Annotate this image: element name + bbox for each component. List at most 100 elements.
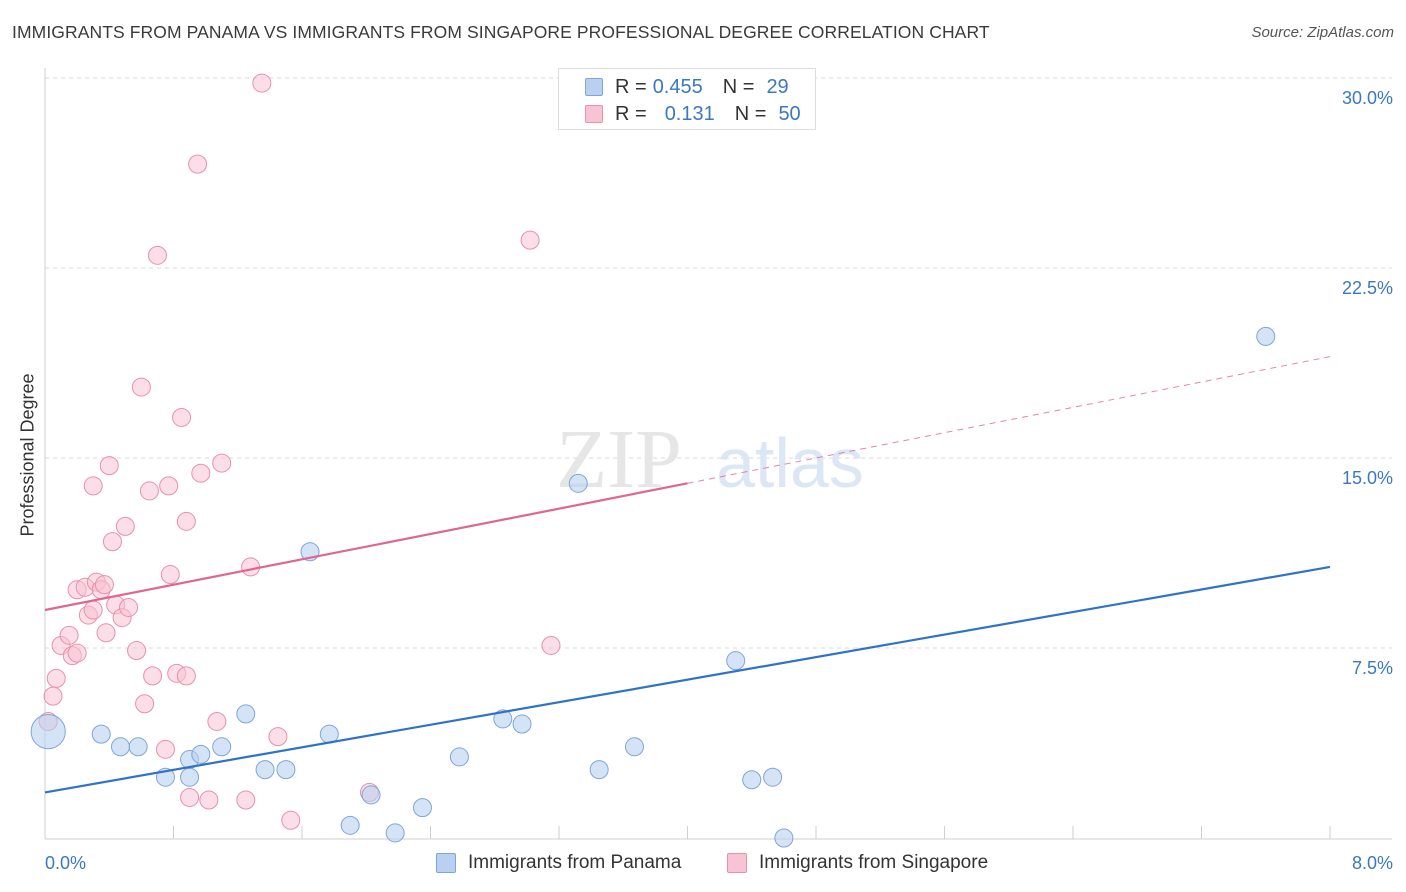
legend-item-singapore[interactable]: Immigrants from Singapore (727, 852, 988, 874)
singapore-swatch (585, 105, 603, 123)
panama-point (449, 747, 469, 767)
singapore-point (139, 481, 159, 501)
singapore-point (520, 230, 540, 250)
singapore-point (43, 686, 63, 706)
singapore-point (176, 511, 196, 531)
singapore-point (252, 73, 272, 93)
legend-label-singapore: Immigrants from Singapore (759, 852, 989, 873)
legend-item-panama[interactable]: Immigrants from Panama (436, 852, 681, 874)
singapore-point (135, 694, 155, 714)
y-tick-label: 7.5% (1352, 658, 1393, 678)
chart-title: IMMIGRANTS FROM PANAMA VS IMMIGRANTS FRO… (12, 22, 990, 42)
trend-lines (44, 356, 1331, 794)
n-label: N = (722, 75, 755, 98)
singapore-point (83, 600, 103, 620)
r-value: 0.131 (664, 102, 715, 125)
panama-point (91, 724, 111, 744)
panama-point (276, 760, 296, 780)
legend-row-singapore: R = 0.131 N = 50 (585, 101, 801, 127)
singapore-point (191, 463, 211, 483)
legend-row-panama: R = 0.455 N = 29 (585, 74, 789, 100)
singapore-point (115, 516, 135, 536)
y-tick-label: 22.5% (1342, 278, 1393, 298)
singapore-point (180, 787, 200, 807)
n-label: N = (734, 102, 767, 125)
panama-point (385, 823, 405, 843)
legend-label-panama: Immigrants from Panama (468, 852, 682, 873)
watermark: ZIP atlas (556, 413, 864, 506)
singapore-point (59, 625, 79, 645)
r-value: 0.455 (652, 75, 703, 98)
singapore-point (119, 597, 139, 617)
singapore-point (147, 245, 167, 265)
panama-point (589, 760, 609, 780)
panama-point (340, 815, 360, 835)
panama-swatch (436, 853, 456, 873)
panama-point (128, 737, 148, 757)
source-label: Source: ZipAtlas.com (1251, 24, 1394, 41)
singapore-points (38, 73, 561, 830)
panama-point (212, 737, 232, 757)
panama-point (493, 709, 513, 729)
panama-point (255, 760, 275, 780)
panama-point (568, 473, 588, 493)
singapore-point (199, 790, 219, 810)
singapore-point (131, 377, 151, 397)
singapore-point (155, 739, 175, 759)
panama-points (30, 326, 1276, 848)
singapore-point (188, 154, 208, 174)
singapore-point (143, 666, 163, 686)
panama-point (191, 744, 211, 764)
panama-point (1256, 326, 1276, 346)
n-value: 29 (766, 75, 789, 98)
panama-point (726, 651, 746, 671)
singapore-point (94, 575, 114, 595)
singapore-point (159, 476, 179, 496)
singapore-point (46, 668, 66, 688)
panama-point (763, 767, 783, 787)
singapore-swatch (727, 853, 747, 873)
singapore-trend-line (44, 482, 688, 612)
singapore-point (241, 557, 261, 577)
r-label: R = (615, 102, 647, 125)
x-tick-label: 8.0% (1352, 853, 1393, 873)
y-tick-label: 15.0% (1342, 468, 1393, 488)
singapore-point (127, 641, 147, 661)
panama-point (361, 785, 381, 805)
singapore-point (541, 635, 561, 655)
n-value: 50 (778, 102, 801, 125)
panama-trend-line (44, 565, 1331, 794)
panama-point (742, 770, 762, 790)
singapore-point (281, 810, 301, 830)
singapore-point (83, 476, 103, 496)
series-legend: Immigrants from Panama Immigrants from S… (0, 852, 1406, 878)
singapore-trend-extension (687, 356, 1331, 484)
singapore-point (236, 790, 256, 810)
axes (44, 68, 1392, 840)
singapore-point (268, 727, 288, 747)
panama-point (236, 704, 256, 724)
singapore-point (207, 711, 227, 731)
singapore-point (212, 453, 232, 473)
singapore-point (160, 565, 180, 585)
singapore-point (99, 456, 119, 476)
x-tick-label: 0.0% (45, 853, 86, 873)
panama-point (30, 714, 66, 750)
r-label: R = (615, 75, 647, 98)
panama-point (180, 767, 200, 787)
y-axis-label: Professional Degree (17, 373, 38, 537)
panama-point (412, 798, 432, 818)
panama-point (624, 737, 644, 757)
correlation-legend: R = 0.455 N = 29 R = 0.131 N = 50 (558, 68, 816, 130)
singapore-point (172, 407, 192, 427)
singapore-point (176, 666, 196, 686)
panama-point (774, 828, 794, 848)
singapore-point (102, 532, 122, 552)
panama-point (110, 737, 130, 757)
singapore-point (96, 623, 116, 643)
singapore-point (67, 643, 87, 663)
tick-labels: 7.5% 15.0% 22.5% 30.0% 0.0% 8.0% (45, 88, 1393, 873)
panama-point (512, 714, 532, 734)
panama-swatch (585, 78, 603, 96)
